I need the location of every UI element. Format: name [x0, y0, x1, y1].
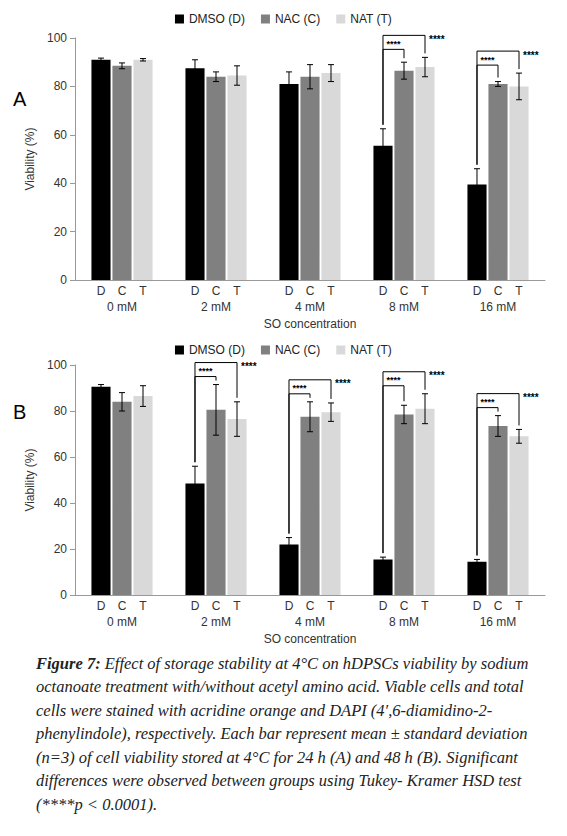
svg-text:D: D — [379, 284, 388, 298]
svg-text:C: C — [494, 599, 503, 613]
svg-text:D: D — [285, 599, 294, 613]
svg-text:B: B — [13, 401, 26, 423]
svg-text:4 mM: 4 mM — [295, 300, 325, 314]
svg-text:T: T — [515, 599, 523, 613]
svg-text:A: A — [13, 88, 27, 110]
svg-text:T: T — [327, 284, 335, 298]
svg-text:NAT (T): NAT (T) — [350, 12, 392, 26]
svg-text:****: **** — [523, 50, 539, 61]
svg-text:D: D — [285, 284, 294, 298]
svg-text:40: 40 — [54, 496, 68, 510]
svg-text:16 mM: 16 mM — [480, 615, 517, 629]
svg-text:****: **** — [198, 366, 213, 376]
svg-text:D: D — [473, 599, 482, 613]
svg-text:****: **** — [335, 378, 351, 389]
svg-text:D: D — [473, 284, 482, 298]
svg-text:0 mM: 0 mM — [107, 615, 137, 629]
svg-text:C: C — [212, 284, 221, 298]
svg-text:****: **** — [292, 383, 307, 393]
svg-text:0: 0 — [60, 588, 67, 602]
svg-text:60: 60 — [54, 128, 68, 142]
svg-text:20: 20 — [54, 225, 68, 239]
svg-text:80: 80 — [54, 79, 68, 93]
svg-text:****: **** — [480, 397, 495, 407]
svg-text:T: T — [139, 284, 147, 298]
svg-text:C: C — [400, 284, 409, 298]
html-text:Figure 7: Effect of storage st: Figure 7: Effect of storage stability at… — [36, 654, 529, 814]
svg-text:T: T — [233, 284, 241, 298]
svg-text:2 mM: 2 mM — [201, 300, 231, 314]
svg-text:T: T — [421, 599, 429, 613]
svg-text:T: T — [515, 284, 523, 298]
svg-text:0 mM: 0 mM — [107, 300, 137, 314]
svg-text:D: D — [97, 284, 106, 298]
svg-text:DMSO (D): DMSO (D) — [189, 12, 245, 26]
svg-text:16 mM: 16 mM — [480, 300, 517, 314]
svg-text:****: **** — [386, 39, 401, 49]
svg-text:NAT (T): NAT (T) — [350, 343, 392, 357]
svg-text:8 mM: 8 mM — [389, 300, 419, 314]
svg-text:4 mM: 4 mM — [295, 615, 325, 629]
svg-text:****: **** — [429, 34, 445, 45]
svg-text:100: 100 — [47, 31, 67, 45]
svg-text:60: 60 — [54, 450, 68, 464]
svg-text:Viability (%): Viability (%) — [23, 127, 37, 190]
svg-text:T: T — [421, 284, 429, 298]
svg-text:C: C — [118, 599, 127, 613]
svg-text:T: T — [139, 599, 147, 613]
svg-text:D: D — [191, 284, 200, 298]
svg-text:C: C — [306, 284, 315, 298]
svg-text:NAC (C): NAC (C) — [275, 12, 320, 26]
svg-text:0: 0 — [60, 273, 67, 287]
svg-text:****: **** — [386, 375, 401, 385]
svg-text:80: 80 — [54, 404, 68, 418]
svg-text:C: C — [118, 284, 127, 298]
svg-text:40: 40 — [54, 176, 68, 190]
svg-text:D: D — [97, 599, 106, 613]
svg-text:****: **** — [241, 361, 257, 372]
svg-text:C: C — [306, 599, 315, 613]
svg-text:****: **** — [429, 370, 445, 381]
svg-text:C: C — [400, 599, 409, 613]
svg-text:D: D — [379, 599, 388, 613]
svg-text:T: T — [233, 599, 241, 613]
svg-text:NAC (C): NAC (C) — [275, 343, 320, 357]
svg-text:T: T — [327, 599, 335, 613]
svg-text:100: 100 — [47, 358, 67, 372]
svg-text:2 mM: 2 mM — [201, 615, 231, 629]
svg-text:8 mM: 8 mM — [389, 615, 419, 629]
svg-text:SO concentration: SO concentration — [264, 632, 357, 646]
svg-text:Viability (%): Viability (%) — [23, 448, 37, 511]
svg-text:20: 20 — [54, 542, 68, 556]
svg-text:****: **** — [480, 55, 495, 65]
svg-text:C: C — [212, 599, 221, 613]
svg-text:C: C — [494, 284, 503, 298]
svg-text:DMSO (D): DMSO (D) — [189, 343, 245, 357]
svg-text:SO concentration: SO concentration — [264, 317, 357, 331]
svg-text:D: D — [191, 599, 200, 613]
svg-text:****: **** — [523, 392, 539, 403]
